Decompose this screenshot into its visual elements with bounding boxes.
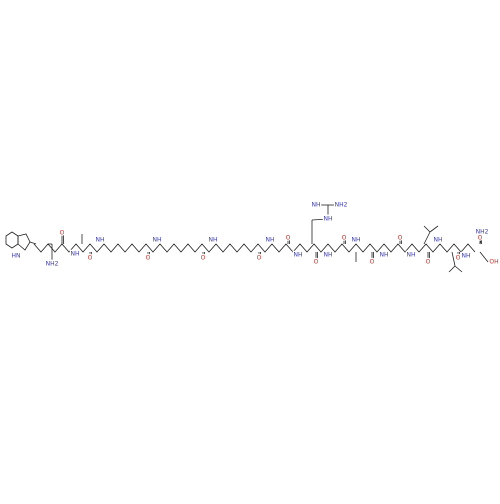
backbone [33,243,476,253]
bond [479,251,489,263]
atom-label: O [342,235,347,242]
atom-label: O [398,235,403,242]
atom-label: NH [294,252,303,259]
bond [423,225,431,233]
atom-label: O [201,255,206,262]
atom-label: O [314,259,319,266]
bond [451,251,456,267]
atom-label: O [60,230,65,237]
atom-label: NH [71,251,80,258]
atom-label: NH [324,252,333,259]
atom-label: O [426,259,431,266]
atom-label: NH2 [476,229,489,236]
atom-label: NH [209,237,218,244]
atom-label: HN [12,253,21,260]
atom-label: O [88,255,93,262]
pyrrole-ring [17,233,31,251]
atom-label: O [370,259,375,266]
atom-label: NH [462,253,471,260]
atom-label: NH [96,237,105,244]
atom-label: NH [312,202,321,209]
atom-label: O [146,255,151,262]
bonds [5,204,489,273]
atom-label: O [478,235,483,242]
atom-label: NH [352,237,361,244]
atom-label: NH [434,237,443,244]
atom-label: O [286,235,291,242]
bond [479,236,483,245]
atom-label: NH [266,237,275,244]
bond [454,265,463,273]
bond [423,231,431,245]
atom-label: OH [489,259,498,266]
bond [448,265,456,273]
atom-label: O [257,255,262,262]
benzene-ring [5,231,19,249]
atom-label: NH [324,216,333,223]
atom-label: NH [153,237,162,244]
atom-label: NH2 [46,261,59,268]
bond [429,225,439,233]
atom-label: NH [380,252,389,259]
atom-label: NH [407,252,416,259]
bond [29,241,37,245]
bond [311,218,329,221]
atom-label: NH2 [335,202,348,209]
atom-label: O [456,255,461,262]
